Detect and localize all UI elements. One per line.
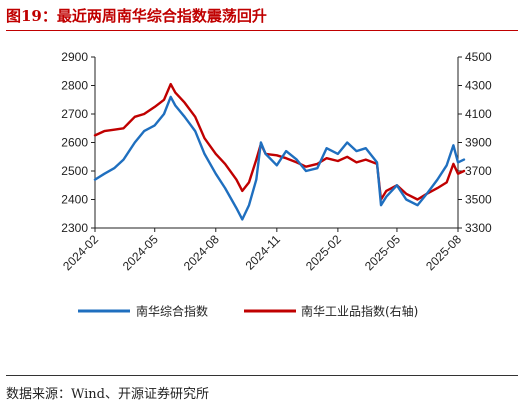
composite-index-line	[93, 95, 466, 221]
industrial-index-line	[93, 82, 466, 201]
right-tick-label: 3300	[465, 221, 492, 235]
right-tick-label: 3700	[465, 164, 492, 178]
right-tick-label: 4300	[465, 79, 492, 93]
left-tick-label: 2700	[61, 107, 88, 121]
left-tick-label: 2900	[61, 50, 88, 64]
chart-title: 图19：最近两周南华综合指数震荡回升	[6, 7, 267, 25]
right-tick-label: 4500	[465, 50, 492, 64]
source-divider	[6, 375, 518, 376]
left-tick-label: 2500	[61, 164, 88, 178]
series-layer	[93, 82, 466, 221]
legend-label-2: 南华工业品指数(右轴)	[301, 304, 418, 319]
right-tick-label: 3900	[465, 136, 492, 150]
legend-label-1: 南华综合指数	[136, 304, 208, 319]
x-tick-label: 2024-02	[60, 232, 101, 273]
left-tick-label: 2600	[61, 136, 88, 150]
left-tick-label: 2400	[61, 193, 88, 207]
x-tick-label: 2025-08	[423, 232, 464, 273]
right-tick-label: 4100	[465, 107, 492, 121]
left-tick-label: 2300	[61, 221, 88, 235]
left-tick-label: 2800	[61, 79, 88, 93]
right-tick-label: 3500	[465, 193, 492, 207]
x-tick-label: 2025-05	[362, 232, 403, 273]
chart-axes: 2900 2800 2700 2600 2500 2400 2300 4500 4300 4100…	[60, 50, 492, 273]
chart-legend: 南华综合指数 南华工业品指数(右轴)	[78, 304, 418, 319]
x-tick-label: 2024-11	[243, 232, 284, 273]
x-tick-label: 2024-08	[181, 232, 222, 273]
title-underline	[6, 30, 518, 31]
source-note: 数据来源：Wind、开源证券研究所	[6, 387, 209, 402]
x-tick-label: 2025-02	[303, 232, 344, 273]
x-tick-label: 2024-05	[120, 232, 161, 273]
